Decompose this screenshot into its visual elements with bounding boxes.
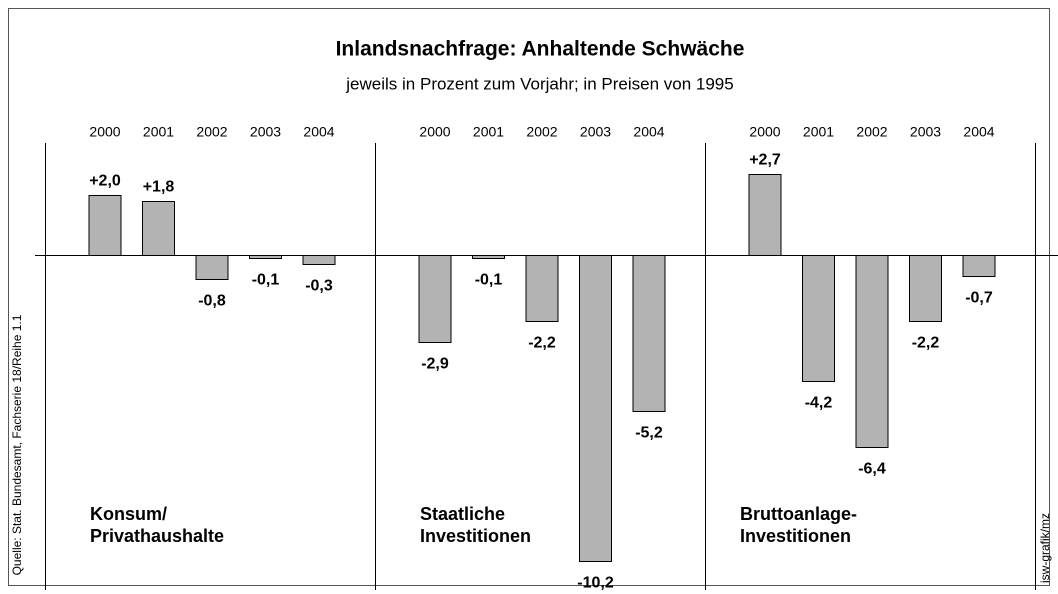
x-tick-label: 2003 [250, 124, 281, 140]
x-tick-label: 2004 [303, 124, 334, 140]
x-tick-label: 2001 [803, 124, 834, 140]
value-label: -2,9 [421, 356, 449, 373]
value-label: -10,2 [577, 575, 614, 592]
bar [632, 255, 666, 412]
value-label: -6,4 [858, 461, 886, 478]
panel-label: Konsum/ [90, 504, 167, 524]
frame [8, 8, 1050, 586]
chart-title: Inlandsnachfrage: Anhaltende Schwäche [336, 38, 745, 61]
value-label: -4,2 [805, 395, 833, 412]
value-label: +2,7 [749, 152, 781, 169]
value-label: -2,2 [528, 335, 556, 352]
x-tick-label: 2002 [856, 124, 887, 140]
value-label: -0,8 [198, 293, 226, 310]
x-tick-label: 2003 [910, 124, 941, 140]
value-label: -0,7 [965, 290, 993, 307]
bar [142, 201, 175, 256]
panel-label: Staatliche [420, 504, 505, 524]
value-label: -0,3 [305, 278, 333, 295]
x-tick-label: 2001 [473, 124, 504, 140]
x-tick-label: 2001 [143, 124, 174, 140]
value-label: +2,0 [89, 173, 121, 190]
x-tick-label: 2002 [196, 124, 227, 140]
x-tick-label: 2000 [419, 124, 450, 140]
value-label: -0,1 [252, 272, 280, 289]
x-tick-label: 2004 [633, 124, 664, 140]
bar [909, 255, 942, 322]
chart-subtitle: jeweils in Prozent zum Vorjahr; in Preis… [345, 74, 733, 93]
bar [579, 255, 612, 562]
x-tick-label: 2003 [580, 124, 611, 140]
source: Quelle: Stat. Bundesamt, Fachserie 18/Re… [10, 314, 24, 575]
value-label: -0,1 [475, 272, 503, 289]
bar [748, 174, 782, 256]
value-label: +1,8 [143, 179, 175, 196]
bar [302, 255, 336, 265]
bar [802, 255, 835, 382]
panel-label: Investitionen [740, 526, 851, 546]
bar [195, 255, 229, 280]
bar [418, 255, 452, 343]
credit: isw-grafik/mz [1038, 513, 1052, 583]
x-tick-label: 2000 [749, 124, 780, 140]
panel-label: Privathaushalte [90, 526, 224, 546]
value-label: -5,2 [635, 425, 663, 442]
panel-label: Bruttoanlage- [740, 504, 857, 524]
bar [962, 255, 996, 277]
x-tick-label: 2000 [89, 124, 120, 140]
bar [472, 255, 505, 259]
bar [88, 195, 122, 256]
bar [249, 255, 282, 259]
x-tick-label: 2002 [526, 124, 557, 140]
panel-label: Investitionen [420, 526, 531, 546]
bar [525, 255, 559, 322]
bar [855, 255, 889, 448]
x-tick-label: 2004 [963, 124, 994, 140]
value-label: -2,2 [912, 335, 940, 352]
